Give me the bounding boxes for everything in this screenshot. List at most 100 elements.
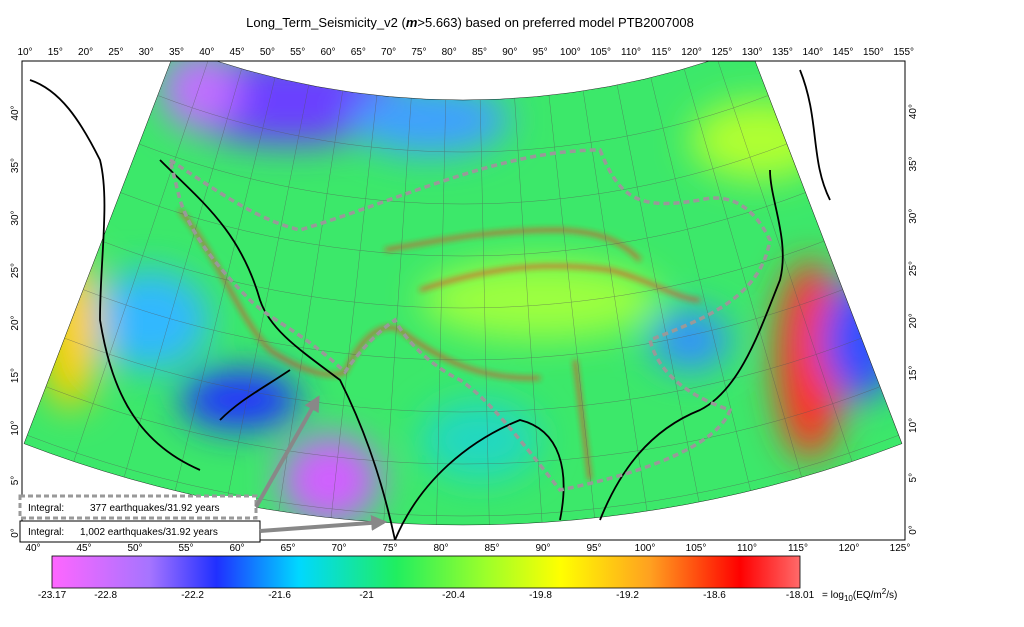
longitude-label: 55° <box>290 47 305 58</box>
unit-text: = log <box>822 590 844 601</box>
graticule-parallel <box>101 240 825 309</box>
latitude-label: 25° <box>10 263 21 278</box>
longitude-label: 85° <box>484 543 499 554</box>
longitude-label: 150° <box>863 47 884 58</box>
latitude-label: 30° <box>908 209 919 224</box>
longitude-label: 60° <box>320 47 335 58</box>
graticule-meridian <box>670 61 816 525</box>
annotation-arrow <box>259 514 388 533</box>
graticule-meridian <box>216 61 319 525</box>
graticule-meridian <box>57 61 225 509</box>
latitude-label: 15° <box>10 368 21 383</box>
annotation-arrow <box>254 395 320 508</box>
title-emphasis: m <box>406 15 418 30</box>
longitude-label: 45° <box>230 47 245 58</box>
latitude-label: 15° <box>908 366 919 381</box>
graticule-meridian <box>435 61 448 525</box>
longitude-label: 50° <box>260 47 275 58</box>
longitude-label: 125° <box>712 47 733 58</box>
latitude-label: 35° <box>908 156 919 171</box>
colorbar-tick-label: -21 <box>359 590 374 601</box>
latitude-label: 40° <box>908 104 919 119</box>
latitude-label: 40° <box>10 105 21 120</box>
colorbar-tick-label: -18.01 <box>786 590 815 601</box>
longitude-label: 120° <box>839 543 860 554</box>
longitude-label: 65° <box>351 47 366 58</box>
longitude-label: 120° <box>681 47 702 58</box>
unit-sup: 2 <box>882 587 887 596</box>
longitude-label: 75° <box>382 543 397 554</box>
graticule-meridian <box>575 61 655 525</box>
longitude-label: 145° <box>833 47 854 58</box>
colorbar-tick-label: -20.4 <box>442 590 465 601</box>
longitude-label: 140° <box>802 47 823 58</box>
colorbar-tick-label: -23.17 <box>38 590 67 601</box>
graticule-parallel <box>64 337 862 413</box>
annotation-box <box>19 520 261 543</box>
colorbar-unit: = log10(EQ/m2/s) <box>822 587 897 603</box>
graticule-parallel <box>45 386 881 465</box>
map-frame <box>21 60 906 541</box>
longitude-label: 115° <box>788 543 808 554</box>
longitude-label: 110° <box>737 543 757 554</box>
graticule-parallel <box>83 289 843 361</box>
graticule-parallel <box>120 192 806 257</box>
annotation-label: Integral: <box>28 503 64 514</box>
longitude-label: 45° <box>76 543 91 554</box>
graticule-meridian <box>607 61 709 525</box>
graticule-parallel <box>157 95 769 153</box>
latitude-label: 10° <box>10 420 21 435</box>
latitude-label: 5° <box>908 473 919 483</box>
longitude-label: 125° <box>890 543 911 554</box>
latitude-label: 20° <box>908 313 919 328</box>
longitude-label: 100° <box>560 47 581 58</box>
latitude-label: 0° <box>908 525 919 535</box>
latitude-label: 35° <box>10 158 21 173</box>
latitude-label: 25° <box>908 261 919 276</box>
title-text: >5.663) based on preferred model PTB2007… <box>417 15 693 30</box>
region-boundary <box>167 148 772 492</box>
annotation-label: Integral: <box>28 527 64 538</box>
longitude-label: 155° <box>893 47 914 58</box>
graticule-meridian <box>543 61 601 525</box>
longitude-label: 55° <box>178 543 193 554</box>
longitude-label: 105° <box>686 543 707 554</box>
longitude-label: 80° <box>442 47 457 58</box>
graticule-meridian <box>700 61 869 510</box>
longitude-label: 50° <box>127 543 142 554</box>
graticule-meridian <box>110 61 256 525</box>
longitude-label: 65° <box>280 543 295 554</box>
longitude-label: 105° <box>590 47 611 58</box>
longitude-label: 130° <box>742 47 763 58</box>
longitude-label: 30° <box>139 47 154 58</box>
longitude-label: 95° <box>586 543 601 554</box>
colorbar-tick-label: -19.2 <box>616 590 639 601</box>
colorbar-tick-label: -21.6 <box>268 590 291 601</box>
longitude-label: 80° <box>433 543 448 554</box>
latitude-label: 30° <box>10 210 21 225</box>
longitude-label: 35° <box>169 47 184 58</box>
graticule-parallel <box>138 143 788 205</box>
annotation-text: 377 earthquakes/31.92 years <box>90 503 220 514</box>
longitude-label: 70° <box>381 47 396 58</box>
annotation: Integral: 377 earthquakes/31.92 years <box>18 395 320 520</box>
longitude-label: 70° <box>331 543 346 554</box>
longitude-label: 90° <box>535 543 550 554</box>
longitude-label: 40° <box>199 47 214 58</box>
longitude-label: 60° <box>229 543 244 554</box>
graticule-meridian <box>638 61 763 525</box>
latitude-label: 0° <box>10 528 21 538</box>
longitude-label: 95° <box>533 47 548 58</box>
longitude-label: 75° <box>411 47 426 58</box>
graticule-meridian <box>325 61 383 525</box>
graticule-meridian <box>380 61 415 525</box>
latitude-label: 5° <box>10 476 21 486</box>
colorbar <box>51 555 801 589</box>
annotation: Integral: 1,002 earthquakes/31.92 years <box>19 514 388 543</box>
longitude-label: 10° <box>17 47 32 58</box>
longitude-label: 40° <box>25 543 40 554</box>
colorbar-tick-label: -22.8 <box>94 590 117 601</box>
longitude-label: 135° <box>772 47 793 58</box>
coastline <box>29 69 831 540</box>
